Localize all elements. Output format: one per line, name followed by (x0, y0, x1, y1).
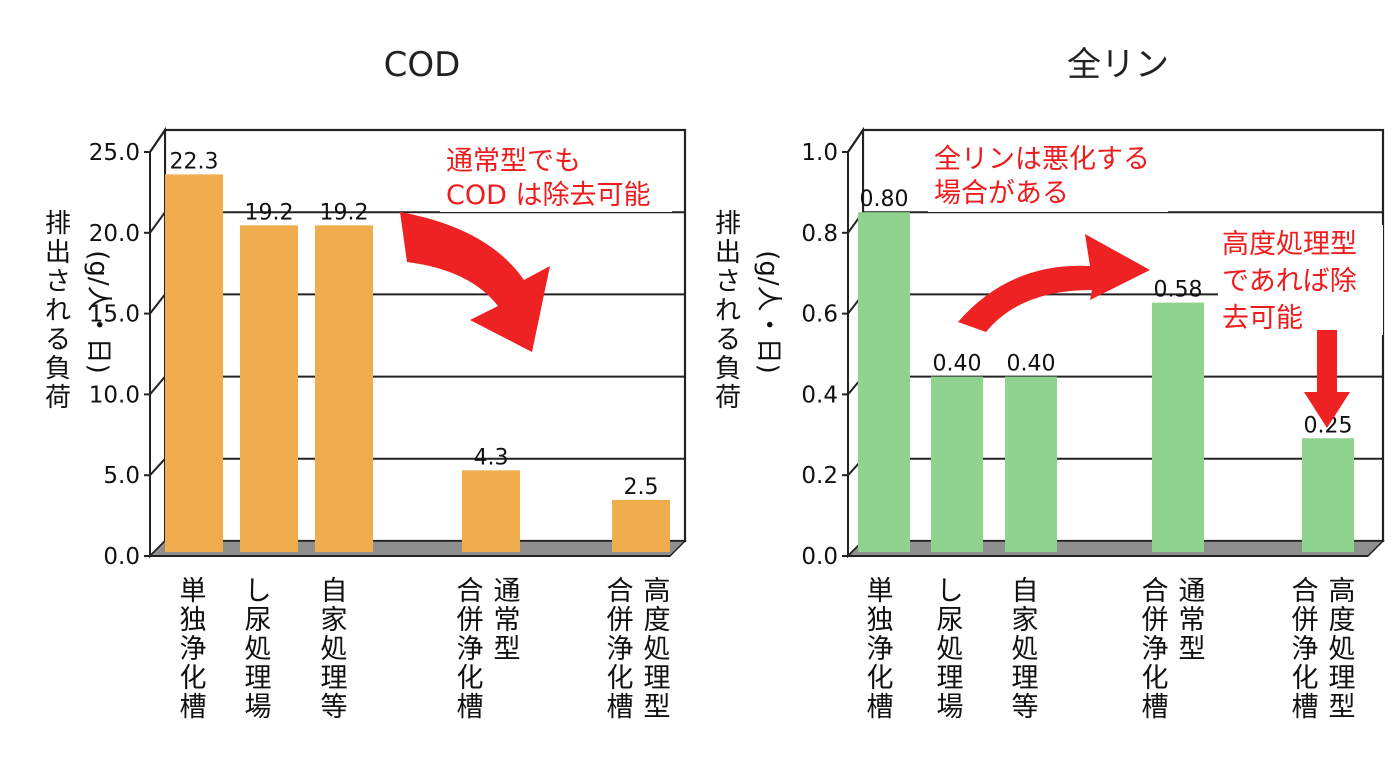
x-category-label: 高度処理型 (644, 576, 671, 723)
annotation-text: 通常型でも (446, 146, 581, 177)
x-category-label: 単独浄化槽 (867, 576, 894, 723)
down-arrow-icon (1304, 330, 1350, 428)
y-tick-label: 10.0 (89, 382, 140, 408)
annotation-text: 高度処理型 (1222, 229, 1357, 260)
annotation-text: 去可能 (1222, 303, 1303, 334)
bar-value-label: 4.3 (474, 445, 509, 470)
x-category-label: 通常型 (494, 576, 521, 665)
x-category-label: し尿処理場 (245, 576, 272, 723)
bar-value-label: 0.40 (933, 352, 982, 377)
annotation-text: であれば除 (1222, 266, 1357, 297)
chart-panel-1: 0.0 5.0 10.0 15.0 20.0 25.0 COD 排出される負荷 (g/人・日) 2… (45, 45, 687, 723)
curved-arrow-icon (400, 212, 550, 352)
annotation-text: 場合がある (934, 178, 1069, 209)
x-category-label: 合併浄化槽 (1142, 576, 1169, 723)
annotation-background (1218, 225, 1383, 335)
chart-title: 全リン (1067, 45, 1169, 85)
bar (165, 174, 223, 552)
bar (462, 470, 520, 552)
y-tick-label: 0.4 (801, 382, 838, 408)
bar-value-label: 0.40 (1007, 352, 1056, 377)
y-tick-label: 0.0 (801, 544, 838, 570)
y-tick-label: 0.0 (103, 544, 140, 570)
y-axis-label: 排出される負荷 (45, 209, 71, 413)
bar (240, 225, 298, 553)
y-tick-label: 5.0 (103, 463, 140, 489)
bar (1302, 438, 1354, 552)
bar-value-label: 19.2 (320, 200, 369, 225)
x-category-label: 合併浄化槽 (457, 576, 484, 723)
gridline-side (149, 129, 166, 153)
x-category-label: 合併浄化槽 (1292, 576, 1319, 723)
bar-value-label: 0.58 (1154, 278, 1203, 303)
bar (315, 225, 373, 553)
y-tick-label: 15.0 (89, 302, 140, 328)
x-category-label: 単独浄化槽 (180, 576, 207, 723)
bar (931, 376, 983, 552)
y-tick-label: 0.8 (801, 221, 838, 247)
annotation-text: 全リンは悪化する (934, 144, 1150, 175)
annotation-background (928, 140, 1168, 212)
bar-value-label: 0.80 (860, 187, 909, 212)
bar (612, 499, 670, 552)
bar-value-label: 2.5 (624, 475, 659, 500)
gridline-side (149, 293, 166, 315)
gridline-side (149, 375, 166, 396)
x-category-label: 合併浄化槽 (607, 576, 634, 723)
y-tick-label: 1.0 (801, 140, 838, 166)
gridline-side (847, 129, 864, 153)
y-tick-label: 0.6 (801, 302, 838, 328)
annotation-text: COD は除去可能 (446, 180, 650, 211)
y-axis-unit: (g/人・日) (753, 250, 783, 374)
bar-value-label: 19.2 (245, 200, 294, 225)
bar (858, 212, 910, 552)
annotation-background (440, 142, 672, 212)
y-tick-label: 20.0 (89, 221, 140, 247)
gridline-side (149, 458, 166, 476)
x-category-label: 自家処理等 (321, 576, 348, 723)
x-category-label: し尿処理場 (937, 576, 964, 723)
y-tick-label: 25.0 (89, 140, 140, 166)
gridline-side (149, 211, 166, 234)
bar-value-label: 22.3 (170, 149, 219, 174)
x-category-label: 高度処理型 (1329, 576, 1356, 723)
x-category-label: 通常型 (1179, 576, 1206, 665)
chart-title: COD (384, 45, 461, 85)
y-axis-unit: (g/人・日) (83, 250, 113, 374)
x-category-label: 自家処理等 (1012, 576, 1039, 723)
chart-floor (148, 540, 687, 557)
side-wall (149, 126, 166, 559)
bar (1152, 302, 1204, 552)
bar (1005, 376, 1057, 552)
curved-arrow-icon (958, 234, 1150, 332)
y-axis-label: 排出される負荷 (715, 209, 741, 413)
y-tick-label: 0.2 (801, 463, 838, 489)
